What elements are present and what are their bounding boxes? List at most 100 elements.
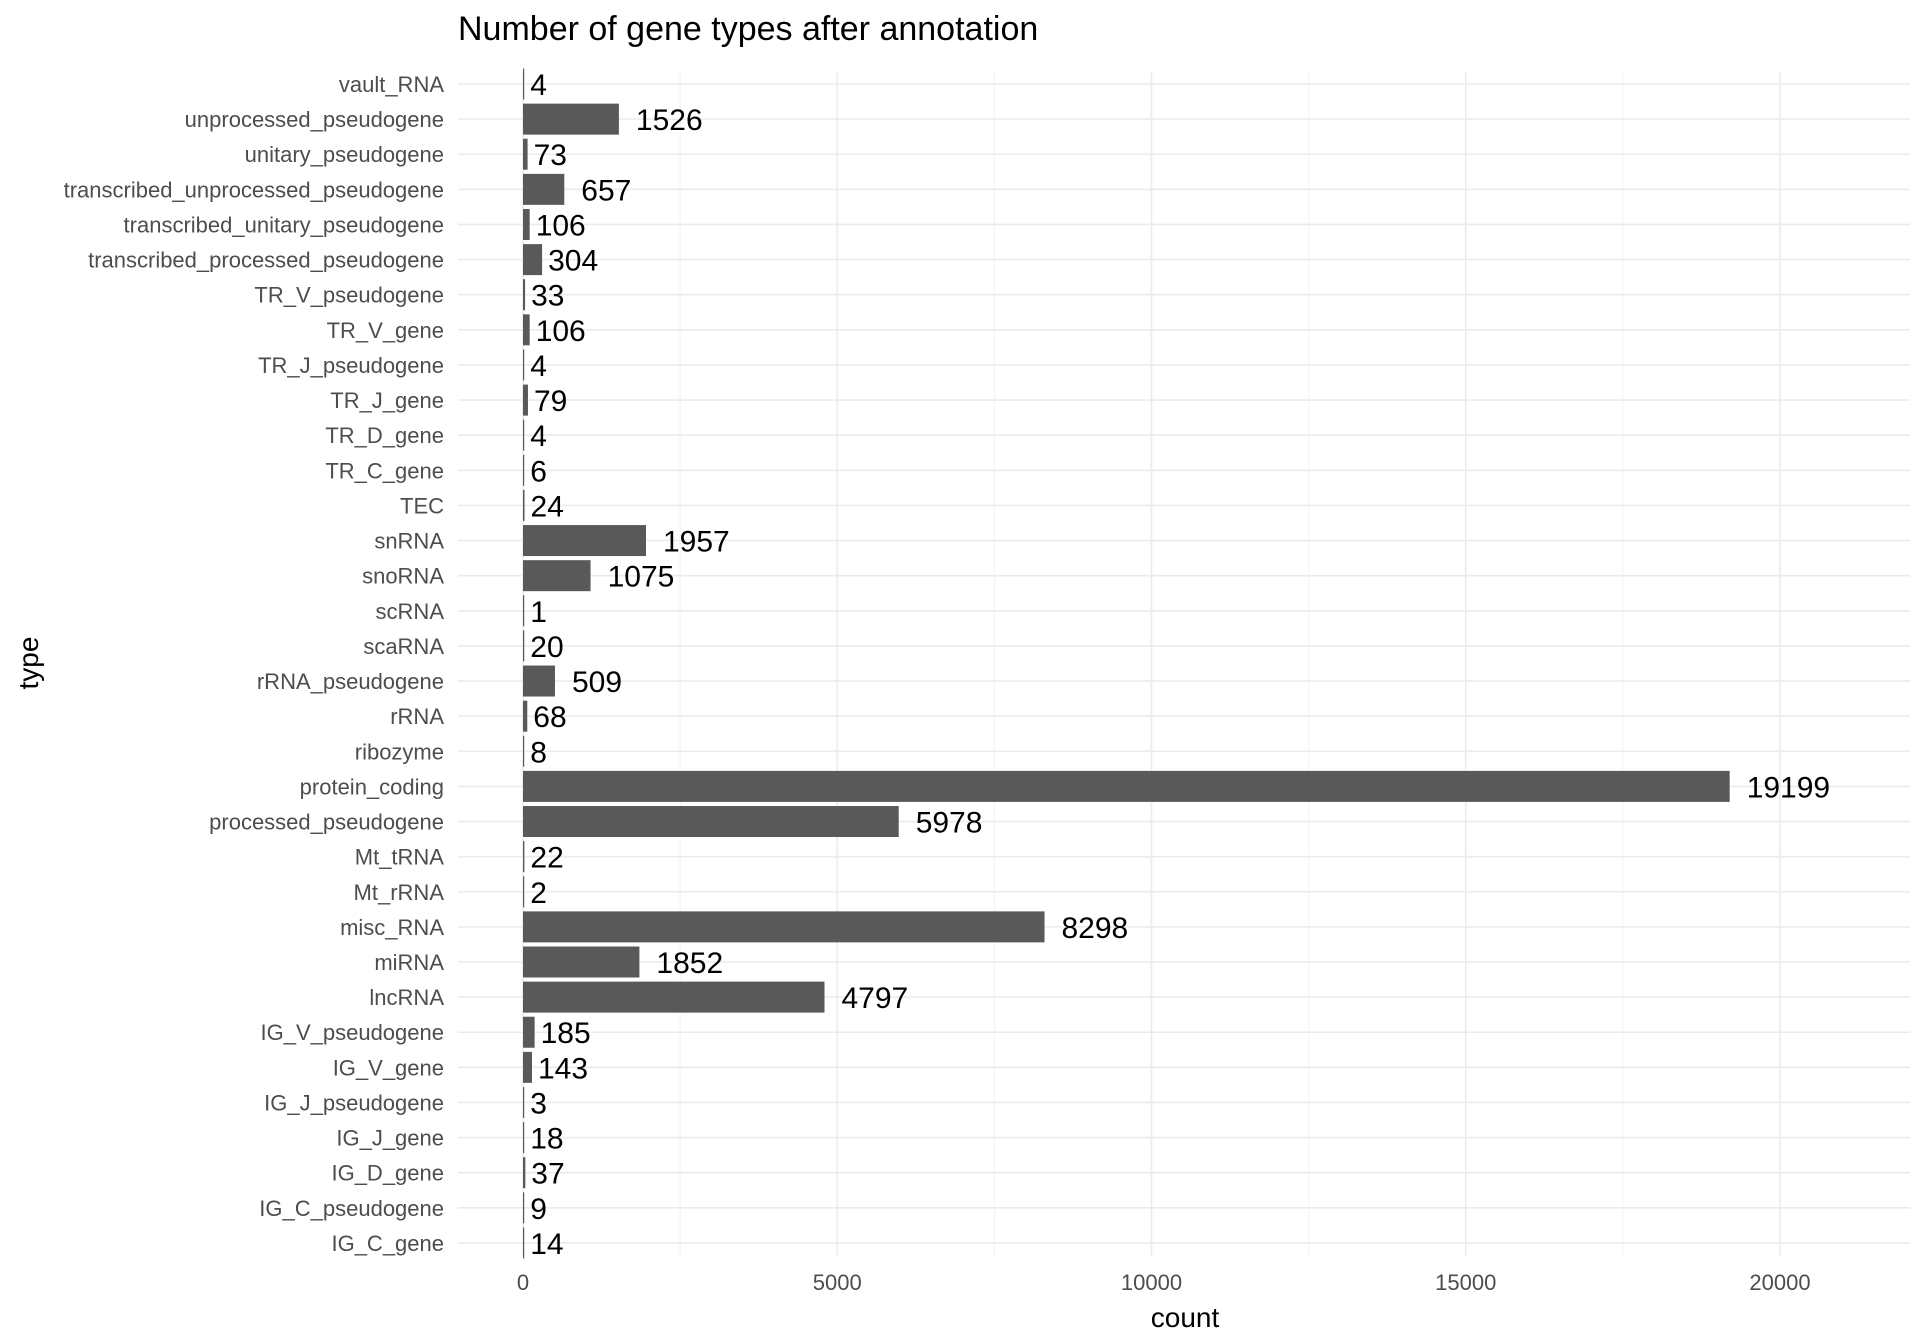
x-axis-tick-labels: 0 5000 10000 15000 20000	[517, 1270, 1811, 1295]
y-tick-label: snoRNA	[362, 564, 444, 589]
y-tick-label: IG_J_gene	[336, 1126, 444, 1151]
bar-value-label: 1526	[636, 104, 703, 137]
bar-value-label: 1957	[663, 526, 730, 559]
bar-protein_coding	[523, 770, 1730, 802]
bar-value-label: 68	[533, 701, 566, 734]
bar-value-label: 5978	[916, 807, 983, 840]
y-tick-label: snRNA	[374, 529, 444, 554]
bar-TR_D_gene	[523, 419, 525, 451]
bar-value-label: 657	[581, 174, 631, 207]
bar-scaRNA	[523, 630, 525, 662]
x-tick-label: 5000	[813, 1270, 862, 1295]
bar-value-label: 19199	[1747, 771, 1830, 804]
bar-value-label: 185	[541, 1017, 591, 1050]
y-tick-label: vault_RNA	[339, 72, 444, 97]
bar-value-label: 6	[530, 455, 547, 488]
y-tick-label: TR_V_gene	[327, 318, 444, 343]
bar-value-label: 20	[530, 631, 563, 664]
y-tick-label: TR_D_gene	[325, 423, 444, 448]
bar-processed_pseudogene	[523, 806, 899, 838]
bar-scRNA	[523, 595, 525, 627]
bar-value-label: 106	[536, 315, 586, 348]
bar-value-label: 9	[530, 1193, 547, 1226]
bar-value-label: 304	[548, 245, 598, 278]
bar-snoRNA	[523, 560, 591, 592]
bar-value-label: 2	[530, 877, 547, 910]
bar-IG_J_gene	[523, 1122, 525, 1154]
y-tick-label: IG_C_gene	[331, 1231, 444, 1256]
y-tick-label: rRNA_pseudogene	[257, 669, 444, 694]
x-tick-label: 10000	[1121, 1270, 1182, 1295]
bar-TR_J_gene	[523, 384, 528, 416]
bar-misc_RNA	[523, 911, 1045, 943]
y-tick-label: IG_C_pseudogene	[259, 1196, 444, 1221]
bar-value-label: 4	[530, 69, 547, 102]
bar-IG_C_pseudogene	[523, 1192, 525, 1224]
bar-value-label: 73	[534, 139, 567, 172]
y-tick-label: unprocessed_pseudogene	[185, 107, 444, 132]
y-tick-label: transcribed_unitary_pseudogene	[124, 212, 444, 237]
bar-IG_D_gene	[523, 1157, 526, 1189]
bar-value-label: 143	[538, 1052, 588, 1085]
x-tick-label: 20000	[1749, 1270, 1810, 1295]
bar-value-label: 18	[530, 1123, 563, 1156]
bar-value-label: 106	[536, 209, 586, 242]
bar-value-label: 14	[530, 1228, 563, 1261]
y-tick-label: processed_pseudogene	[209, 810, 444, 835]
bar-TR_C_gene	[523, 454, 525, 486]
bar-value-label: 37	[531, 1158, 564, 1191]
bar-miRNA	[523, 946, 640, 978]
bar-transcribed_unprocessed_pseudogene	[523, 173, 565, 205]
bar-TR_J_pseudogene	[523, 349, 525, 381]
bar-value-label: 1075	[608, 561, 675, 594]
y-tick-label: TR_C_gene	[325, 458, 444, 483]
y-tick-label: Mt_rRNA	[354, 880, 445, 905]
bar-snRNA	[523, 525, 646, 557]
y-tick-label: TEC	[400, 493, 444, 518]
bar-IG_J_pseudogene	[523, 1086, 525, 1118]
bar-Mt_tRNA	[523, 841, 525, 873]
bar-value-label: 24	[531, 490, 564, 523]
y-tick-label: IG_V_gene	[333, 1055, 444, 1080]
bar-value-label: 8	[530, 736, 547, 769]
bar-value-label: 8298	[1062, 912, 1129, 945]
y-tick-label: lncRNA	[369, 985, 444, 1010]
bar-lncRNA	[523, 981, 825, 1013]
y-tick-label: Mt_tRNA	[355, 845, 445, 870]
bar-vault_RNA	[523, 68, 525, 100]
y-tick-label: misc_RNA	[340, 915, 444, 940]
x-tick-label: 0	[517, 1270, 529, 1295]
bar-IG_V_pseudogene	[523, 1016, 535, 1048]
bar-TEC	[523, 489, 525, 521]
bar-IG_V_gene	[523, 1051, 532, 1083]
bar-Mt_rRNA	[523, 876, 525, 908]
y-tick-label: TR_J_gene	[330, 388, 444, 413]
bar-value-label: 4	[530, 350, 547, 383]
bar-value-label: 4	[530, 420, 547, 453]
bar-ribozyme	[523, 735, 525, 767]
bar-value-label: 33	[531, 280, 564, 313]
y-tick-label: protein_coding	[300, 774, 444, 799]
y-axis-title: type	[13, 637, 44, 690]
bar-IG_C_gene	[523, 1227, 525, 1259]
y-tick-label: transcribed_processed_pseudogene	[88, 248, 444, 273]
x-axis-title: count	[1151, 1302, 1220, 1333]
bars	[523, 68, 1730, 1259]
bar-transcribed_unitary_pseudogene	[523, 208, 530, 240]
bar-value-label: 1	[530, 596, 547, 629]
y-tick-label: miRNA	[374, 950, 444, 975]
y-tick-label: transcribed_unprocessed_pseudogene	[64, 177, 444, 202]
y-tick-label: rRNA	[390, 704, 444, 729]
bar-value-label: 509	[572, 666, 622, 699]
bar-value-label: 79	[534, 385, 567, 418]
x-tick-label: 15000	[1435, 1270, 1496, 1295]
y-tick-label: ribozyme	[355, 739, 444, 764]
bar-value-label: 3	[530, 1087, 547, 1120]
bar-rRNA_pseudogene	[523, 665, 555, 697]
y-tick-label: TR_V_pseudogene	[254, 283, 444, 308]
y-tick-label: IG_V_pseudogene	[261, 1020, 445, 1045]
y-tick-label: unitary_pseudogene	[245, 142, 444, 167]
y-tick-label: TR_J_pseudogene	[258, 353, 444, 378]
y-tick-label: scRNA	[376, 599, 445, 624]
